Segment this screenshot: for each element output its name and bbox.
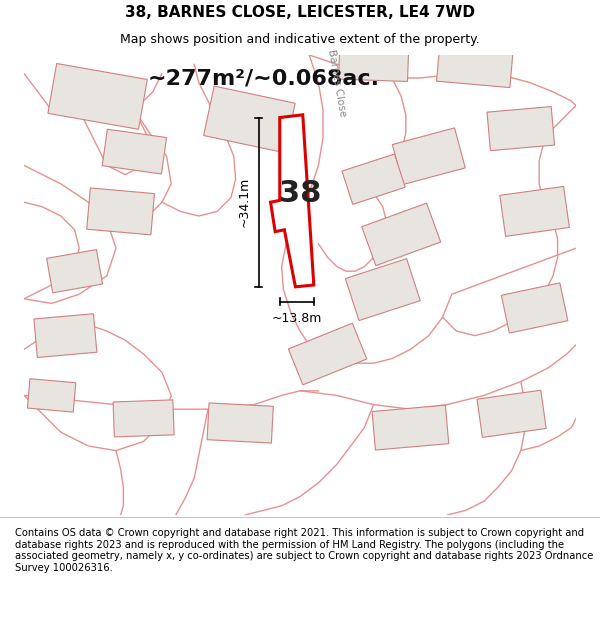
Polygon shape — [271, 115, 314, 287]
Polygon shape — [502, 283, 568, 333]
Polygon shape — [48, 64, 147, 129]
Polygon shape — [477, 390, 546, 438]
Text: 38: 38 — [279, 179, 321, 208]
Text: 38, BARNES CLOSE, LEICESTER, LE4 7WD: 38, BARNES CLOSE, LEICESTER, LE4 7WD — [125, 4, 475, 19]
Polygon shape — [28, 379, 76, 412]
Polygon shape — [203, 86, 295, 152]
Polygon shape — [289, 323, 367, 385]
Polygon shape — [102, 129, 167, 174]
Polygon shape — [338, 47, 409, 81]
Polygon shape — [392, 128, 465, 184]
Polygon shape — [372, 405, 449, 450]
Text: ~34.1m: ~34.1m — [238, 177, 250, 227]
Polygon shape — [500, 186, 569, 236]
Polygon shape — [87, 188, 154, 235]
Polygon shape — [47, 249, 103, 292]
Text: Contains OS data © Crown copyright and database right 2021. This information is : Contains OS data © Crown copyright and d… — [15, 528, 593, 573]
Polygon shape — [437, 44, 513, 88]
Text: ~277m²/~0.068ac.: ~277m²/~0.068ac. — [147, 68, 379, 88]
Polygon shape — [487, 106, 554, 151]
Text: Map shows position and indicative extent of the property.: Map shows position and indicative extent… — [120, 33, 480, 46]
Polygon shape — [362, 203, 440, 266]
Polygon shape — [342, 154, 405, 204]
Polygon shape — [34, 314, 97, 358]
Polygon shape — [346, 259, 420, 321]
Text: ~13.8m: ~13.8m — [272, 312, 322, 324]
Polygon shape — [113, 400, 174, 437]
Text: Barnes Close: Barnes Close — [326, 48, 347, 117]
Polygon shape — [207, 403, 274, 443]
